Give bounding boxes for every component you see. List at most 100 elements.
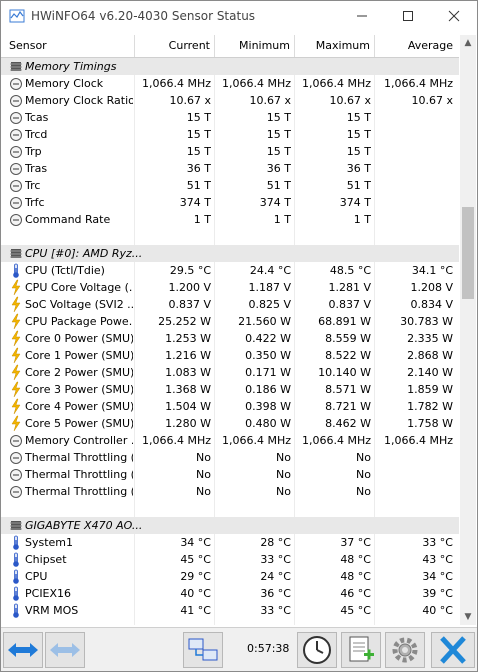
sensor-row[interactable]: CPU (Tctl/Tdie) 29.5 °C 24.4 °C 48.5 °C 34.1… [1, 262, 459, 279]
sensor-row[interactable]: Memory Clock 1,066.4 MHz 1,066.4 MHz 1,066.… [1, 75, 459, 92]
sensor-row[interactable]: CPU Package Powe... 25.252 W 21.560 W 68.89… [1, 313, 459, 330]
sensor-row[interactable]: Core 4 Power (SMU) 1.504 W 0.398 W 8.721 W 1… [1, 398, 459, 415]
reset-timer-button[interactable] [297, 632, 337, 668]
hwinfo-app-icon [9, 9, 25, 23]
sensor-row[interactable]: Thermal Throttling (... No No No [1, 449, 459, 466]
column-header-sensor[interactable]: Sensor [1, 35, 135, 57]
value-minimum: 0.398 W [245, 400, 291, 413]
gauge-icon [9, 466, 23, 483]
gauge-icon [9, 92, 23, 109]
maximize-button[interactable] [385, 1, 431, 31]
sensor-row[interactable]: PCIEX16 40 °C 36 °C 46 °C 39 °C [1, 585, 459, 602]
sensor-row[interactable]: CPU 29 °C 24 °C 48 °C 34 °C [1, 568, 459, 585]
maximize-icon [403, 11, 413, 21]
sensor-name: Core 1 Power (SMU) [25, 349, 133, 362]
column-header-average[interactable]: Average [407, 39, 453, 52]
sensor-row[interactable]: Core 2 Power (SMU) 1.083 W 0.171 W 10.140 W… [1, 364, 459, 381]
sensor-row[interactable]: SoC Voltage (SVI2 ... 0.837 V 0.825 V 0.837… [1, 296, 459, 313]
sensor-row[interactable]: CPU Core Voltage (... 1.200 V 1.187 V 1.281… [1, 279, 459, 296]
window-title: HWiNFO64 v6.20-4030 Sensor Status [31, 9, 256, 23]
sensor-row[interactable]: Memory Clock Ratio 10.67 x 10.67 x 10.67 x 1… [1, 92, 459, 109]
value-maximum: 36 T [346, 162, 371, 175]
value-average: 0.834 V [410, 298, 453, 311]
sensor-name: Trc [25, 179, 41, 192]
value-minimum: 1.187 V [248, 281, 291, 294]
sensor-row[interactable]: VRM MOS 41 °C 33 °C 45 °C 40 °C [1, 602, 459, 619]
column-header-current[interactable]: Current [135, 35, 215, 57]
vertical-scrollbar[interactable]: ▲ ▼ [460, 35, 476, 625]
column-header-minimum[interactable]: Minimum [215, 35, 295, 57]
gauge-icon [9, 449, 23, 466]
sensor-row[interactable]: Core 5 Power (SMU) 1.280 W 0.480 W 8.462 W 1… [1, 415, 459, 432]
value-minimum: 0.422 W [245, 332, 291, 345]
value-minimum: No [276, 451, 291, 464]
value-minimum: 15 T [266, 111, 291, 124]
column-divider [294, 58, 295, 625]
sensor-row[interactable]: Thermal Throttling (... No No No [1, 466, 459, 483]
sensor-row[interactable]: Memory Controller ... 1,066.4 MHz 1,066.4 … [1, 432, 459, 449]
sensor-row[interactable]: System1 34 °C 28 °C 37 °C 33 °C [1, 534, 459, 551]
value-minimum: 15 T [266, 128, 291, 141]
gauge-icon [9, 432, 23, 449]
sensor-group-header[interactable]: GIGABYTE X470 AO... [1, 517, 459, 534]
value-minimum: 0.350 W [245, 349, 291, 362]
value-average [375, 177, 453, 194]
scrollbar-thumb[interactable] [462, 207, 474, 299]
sensor-group-header[interactable]: Memory Timings [1, 58, 459, 75]
minimize-button[interactable] [339, 1, 385, 31]
logging-button[interactable] [341, 632, 381, 668]
collapse-all-button[interactable] [45, 632, 85, 668]
sensor-row[interactable]: Tcas 15 T 15 T 15 T [1, 109, 459, 126]
sensor-name: CPU [25, 570, 48, 583]
value-maximum: 10.67 x [329, 94, 372, 107]
scroll-down-arrow-icon[interactable]: ▼ [464, 612, 472, 622]
value-average [375, 483, 453, 500]
title-bar[interactable]: HWiNFO64 v6.20-4030 Sensor Status [1, 1, 477, 31]
lightning-icon [9, 415, 23, 432]
scroll-up-arrow-icon[interactable]: ▲ [464, 38, 472, 48]
value-minimum: 24.4 °C [249, 264, 291, 277]
sensor-list[interactable]: Memory Timings Memory Clock 1,066.4 MHz 1,0… [1, 58, 459, 625]
sensor-row[interactable]: Trp 15 T 15 T 15 T [1, 143, 459, 160]
value-current: 15 T [186, 128, 211, 141]
sensor-row[interactable]: Tras 36 T 36 T 36 T [1, 160, 459, 177]
close-sensors-button[interactable] [431, 632, 475, 668]
value-average: 30.783 W [400, 315, 453, 328]
close-window-button[interactable] [431, 1, 477, 31]
column-header-maximum[interactable]: Maximum [295, 35, 375, 57]
sensor-group-header[interactable]: CPU [#0]: AMD Ryz... [1, 245, 459, 262]
sensor-name: CPU (Tctl/Tdie) [25, 264, 105, 277]
sensor-name: CPU Core Voltage (... [25, 281, 133, 294]
value-average [375, 211, 453, 228]
value-maximum: 10.140 W [318, 366, 371, 379]
sensor-row[interactable]: Trcd 15 T 15 T 15 T [1, 126, 459, 143]
value-current: 34 °C [180, 536, 211, 549]
close-icon [448, 10, 460, 22]
value-minimum: 36 °C [260, 587, 291, 600]
value-current: No [196, 485, 211, 498]
value-minimum: 1,066.4 MHz [221, 77, 291, 90]
lightning-icon [9, 313, 23, 330]
sensor-row[interactable]: Core 0 Power (SMU) 1.253 W 0.422 W 8.559 W 2… [1, 330, 459, 347]
value-minimum: 51 T [266, 179, 291, 192]
sensor-name: Trcd [25, 128, 48, 141]
expand-all-button[interactable] [3, 632, 43, 668]
sensor-row[interactable]: Thermal Throttling (... No No No [1, 483, 459, 500]
value-maximum: 48 °C [340, 570, 371, 583]
value-minimum: 15 T [266, 145, 291, 158]
sensor-row[interactable]: Command Rate 1 T 1 T 1 T [1, 211, 459, 228]
sensor-name: Command Rate [25, 213, 111, 226]
gauge-icon [9, 75, 23, 92]
sensor-row[interactable]: Chipset 45 °C 33 °C 48 °C 43 °C [1, 551, 459, 568]
network-button[interactable] [183, 632, 223, 668]
sensor-row[interactable]: Trc 51 T 51 T 51 T [1, 177, 459, 194]
sensor-row[interactable]: Trfc 374 T 374 T 374 T [1, 194, 459, 211]
sensor-name: Core 4 Power (SMU) [25, 400, 133, 413]
value-average: 40 °C [422, 604, 453, 617]
settings-button[interactable] [385, 632, 425, 668]
value-maximum: No [356, 468, 371, 481]
sensor-row[interactable]: Core 1 Power (SMU) 1.216 W 0.350 W 8.522 W 2… [1, 347, 459, 364]
sensor-row[interactable]: Core 3 Power (SMU) 1.368 W 0.186 W 8.571 W 1… [1, 381, 459, 398]
lightning-icon [9, 296, 23, 313]
elapsed-time: 0:57:38 [247, 642, 290, 655]
